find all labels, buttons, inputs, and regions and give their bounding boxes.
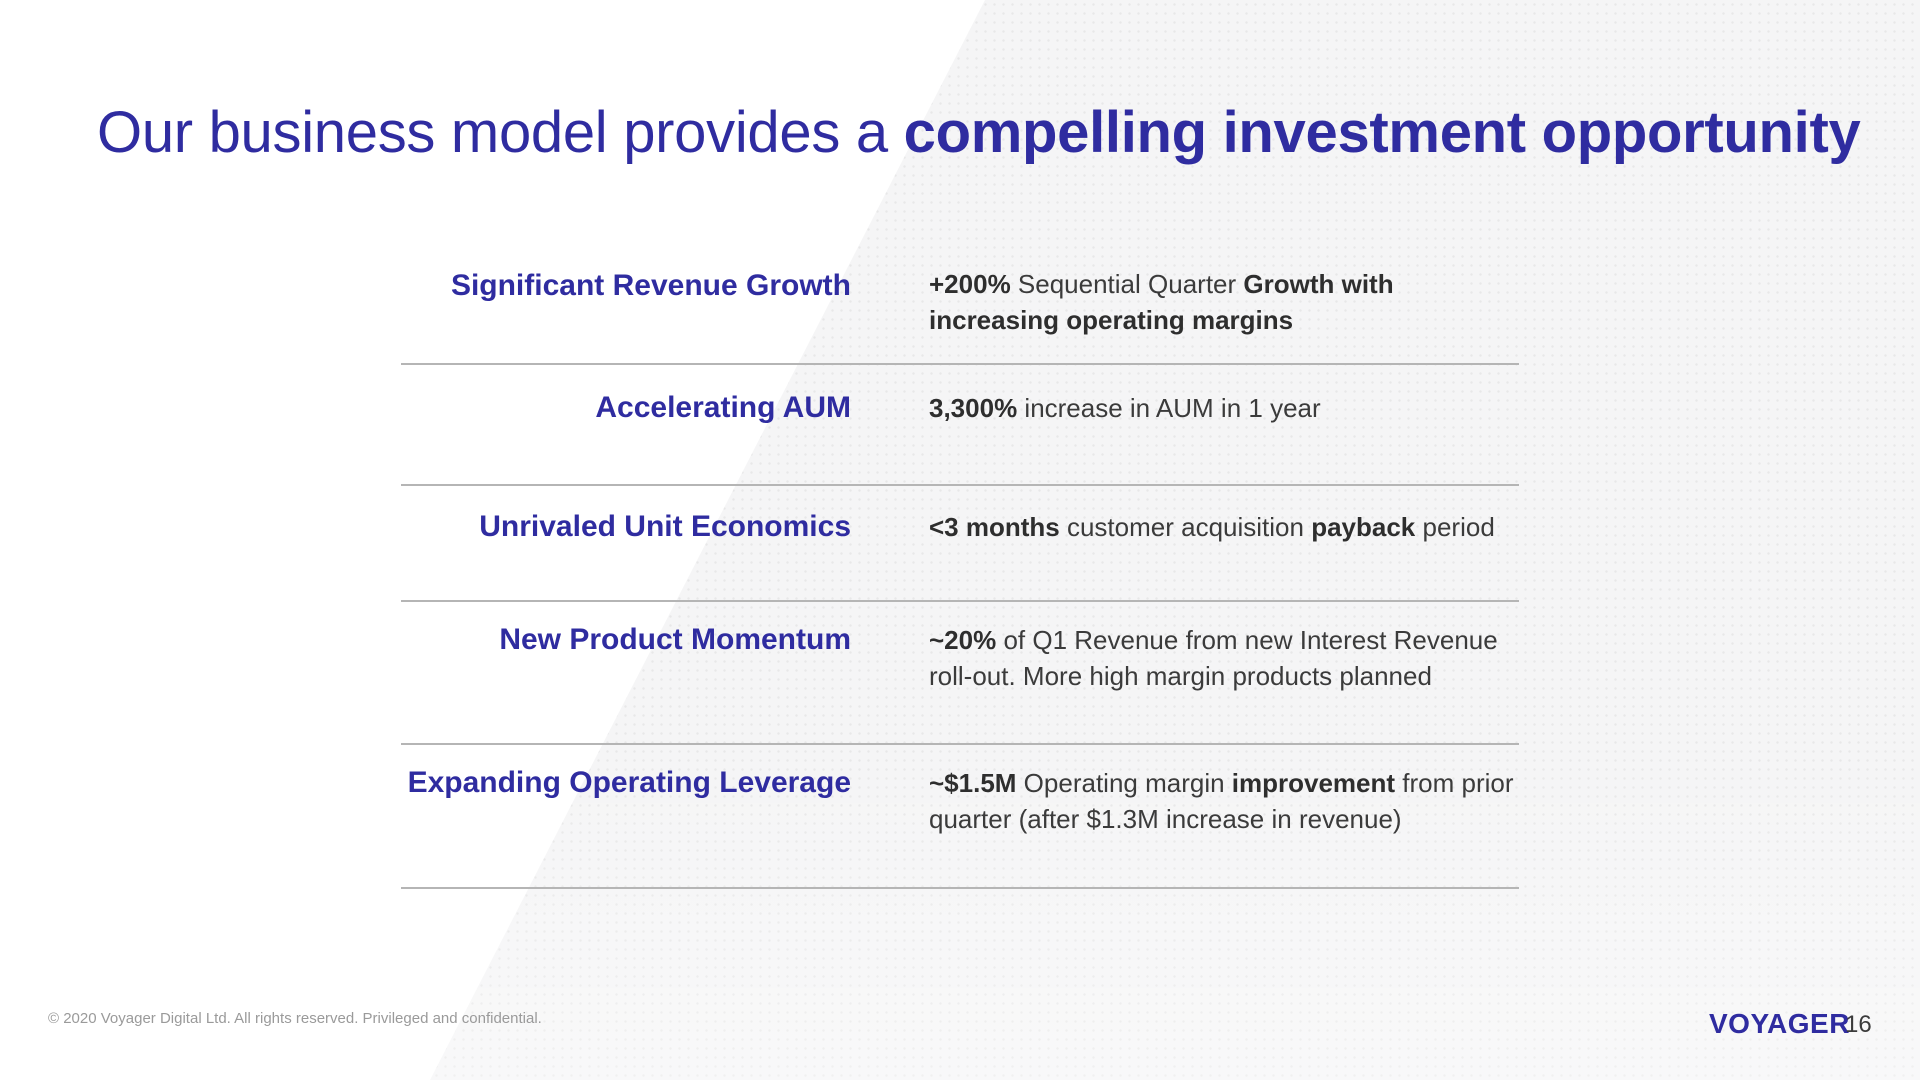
- row-label: Significant Revenue Growth: [450, 269, 851, 302]
- page-title-strong: compelling investment opportunity: [903, 100, 1861, 165]
- table-row: New Product Momentum ~20% of Q1 Revenue …: [401, 602, 1519, 745]
- row-description: <3 months customer acquisition payback p…: [929, 512, 1495, 542]
- row-label: New Product Momentum: [499, 623, 851, 656]
- page-number: 16: [1845, 1011, 1872, 1038]
- table-row: Accelerating AUM 3,300% increase in AUM …: [401, 365, 1519, 486]
- table-row: Unrivaled Unit Economics <3 months custo…: [401, 486, 1519, 602]
- row-label: Unrivaled Unit Economics: [479, 510, 851, 543]
- page-title: Our business model provides a compelling…: [97, 98, 1861, 168]
- row-description: 3,300% increase in AUM in 1 year: [929, 393, 1321, 423]
- row-description: +200% Sequential Quarter Growth with inc…: [929, 269, 1394, 335]
- table-row: Significant Revenue Growth +200% Sequent…: [401, 253, 1519, 365]
- row-description: ~$1.5M Operating margin improvement from…: [929, 768, 1514, 834]
- copyright-notice: © 2020 Voyager Digital Ltd. All rights r…: [48, 1010, 542, 1027]
- table-row: Expanding Operating Leverage ~$1.5M Oper…: [401, 745, 1519, 889]
- voyager-logo: VOYAGER: [1709, 1008, 1850, 1039]
- highlights-table: Significant Revenue Growth +200% Sequent…: [401, 253, 1519, 889]
- row-description: ~20% of Q1 Revenue from new Interest Rev…: [929, 625, 1498, 691]
- row-label: Expanding Operating Leverage: [407, 766, 851, 799]
- page-title-light: Our business model provides a: [97, 100, 888, 165]
- row-label: Accelerating AUM: [595, 391, 851, 424]
